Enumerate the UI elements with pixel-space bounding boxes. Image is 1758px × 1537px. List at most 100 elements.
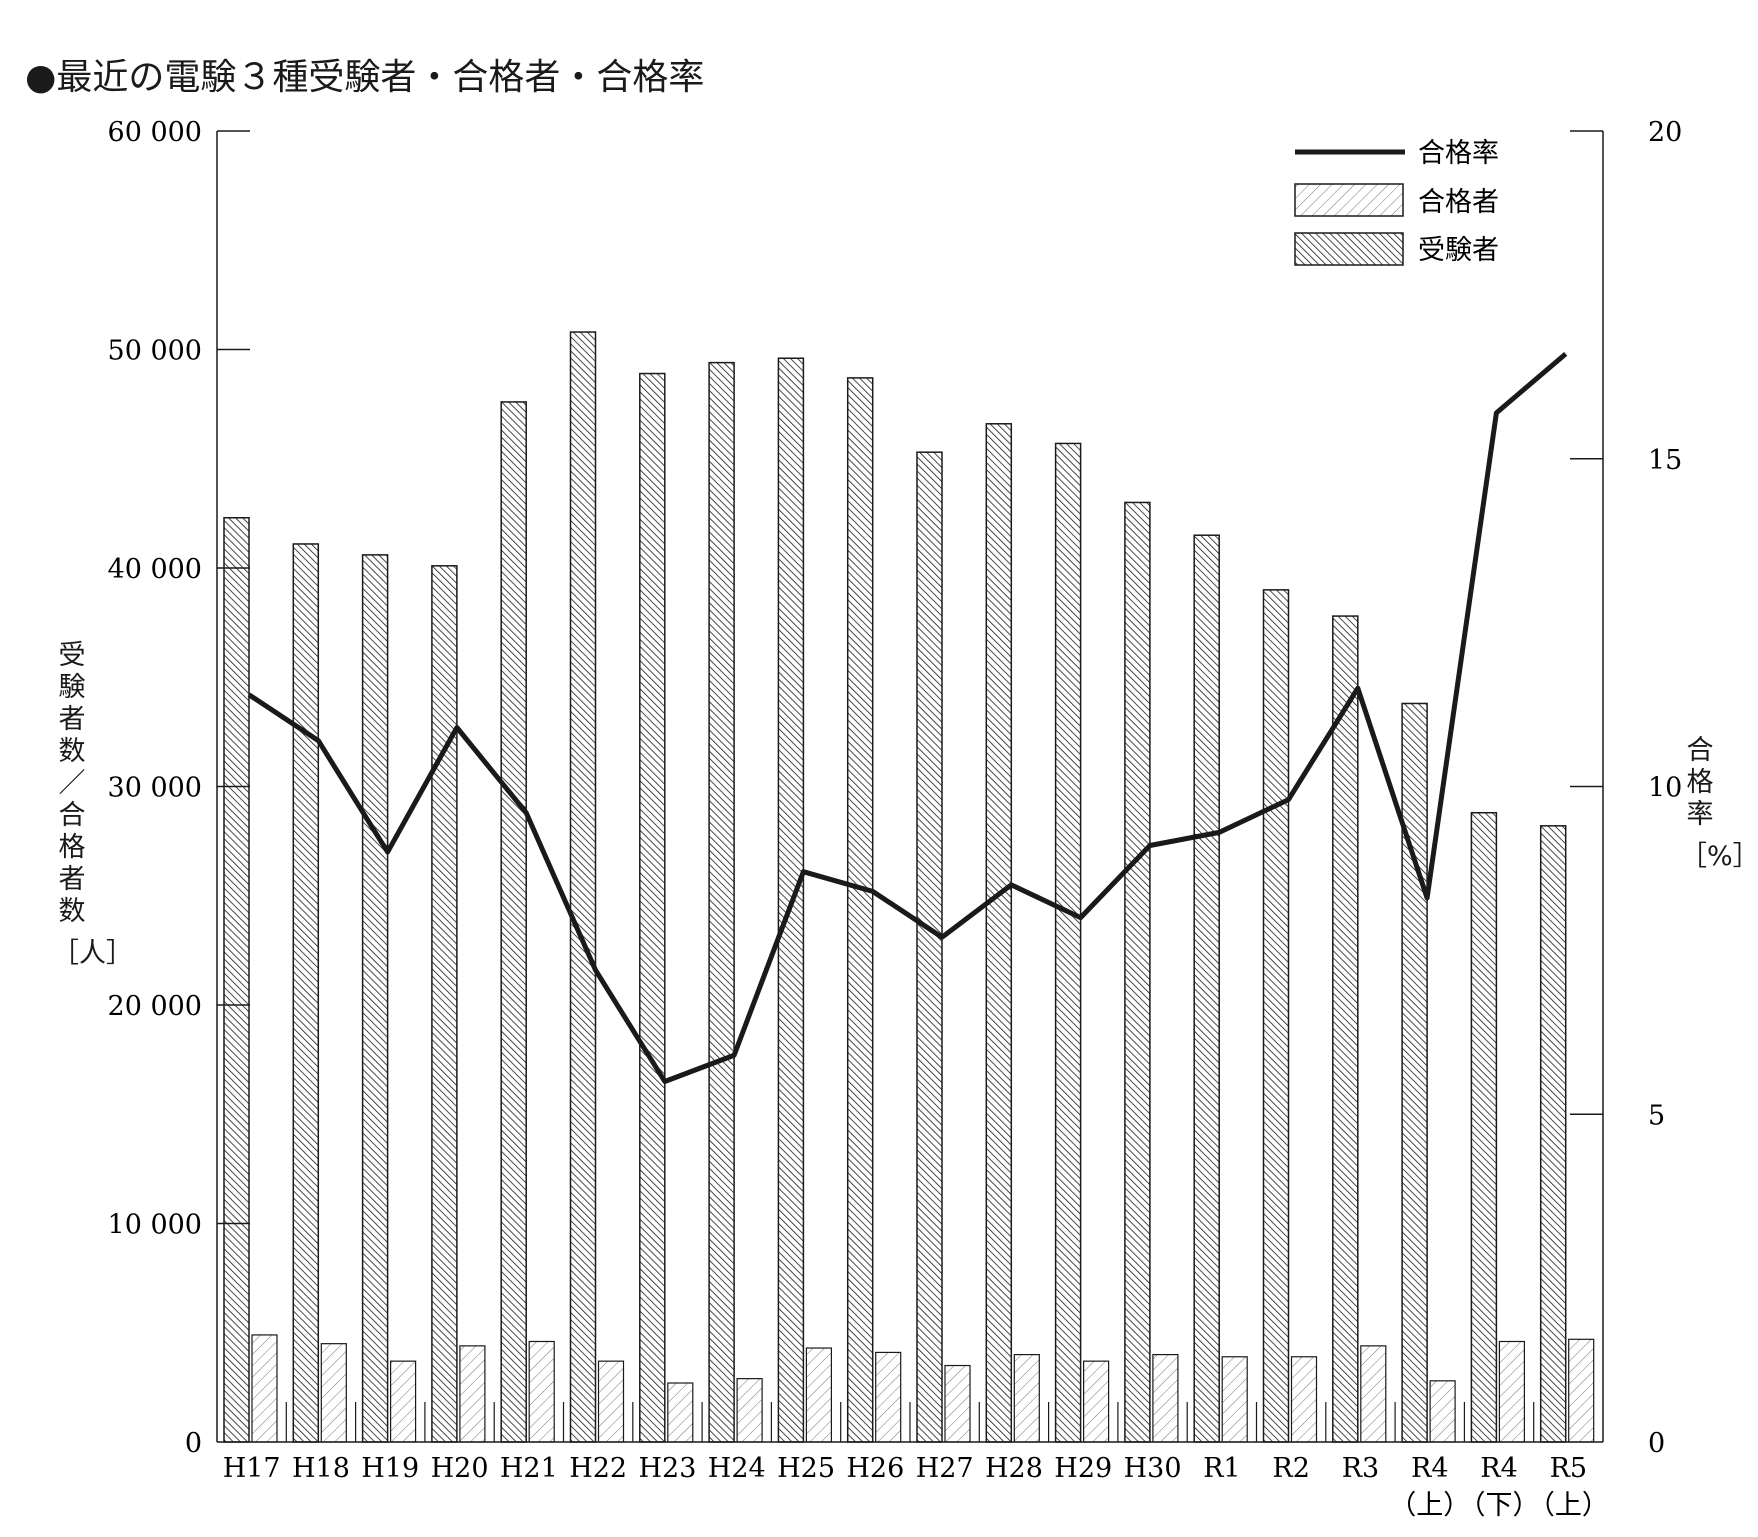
x-tick-label: H22 (569, 1453, 627, 1484)
legend-examinees-swatch (1294, 232, 1404, 266)
passers-bar (459, 1345, 486, 1443)
x-tick-label: H27 (916, 1453, 974, 1484)
passers-bar (1152, 1353, 1179, 1443)
examinees-bar (639, 372, 666, 1443)
x-tick-label: H29 (1054, 1453, 1112, 1484)
examinees-bar (292, 543, 320, 1443)
examinees-bar (916, 451, 943, 1443)
x-tick-label: H20 (431, 1453, 489, 1484)
x-tick-sublabel: （下） (1459, 1490, 1540, 1521)
left-tick-label: 0 (185, 1428, 202, 1459)
x-tick-label: H21 (500, 1453, 558, 1484)
passers-bar (1290, 1356, 1318, 1443)
bars-group (223, 331, 1595, 1443)
x-tick-label: H30 (1124, 1453, 1182, 1484)
legend-rate-label: 合格率 (1418, 138, 1499, 169)
x-tick-label: R1 (1203, 1453, 1241, 1484)
left-axis-label-char: 数 (58, 896, 86, 927)
examinees-bar (1124, 501, 1151, 1443)
x-tick-label: H24 (708, 1453, 766, 1484)
examinees-bar (1193, 534, 1220, 1443)
examinees-bar (1470, 811, 1498, 1443)
x-tick-label: H25 (777, 1453, 835, 1484)
right-tick-label: 15 (1648, 445, 1682, 476)
passers-bar (251, 1334, 278, 1443)
examinees-bar (431, 565, 458, 1443)
examinees-bar (1262, 589, 1290, 1443)
left-axis-label-char: 格 (58, 832, 86, 863)
right-axis-label-char: 合 (1686, 735, 1714, 766)
chart-title: ●最近の電験３種受験者・合格者・合格率 (25, 57, 705, 98)
left-tick-label: 20 000 (108, 991, 202, 1022)
passers-bar (736, 1378, 763, 1443)
left-axis-unit: ［人］ (52, 938, 133, 969)
examinees-bar (1054, 442, 1082, 1443)
passers-bar (1429, 1380, 1456, 1443)
passers-bar (1568, 1338, 1595, 1443)
left-axis-label-char: 数 (58, 736, 86, 767)
legend-passers-swatch (1294, 183, 1404, 217)
passers-bar (390, 1360, 417, 1443)
passers-bar (944, 1364, 971, 1443)
left-axis-label-char: 験 (58, 672, 86, 703)
passers-bar (667, 1382, 694, 1443)
x-tick-label: R2 (1272, 1453, 1310, 1484)
x-tick-label: H18 (292, 1453, 350, 1484)
examinees-bar (708, 361, 735, 1443)
left-tick-label: 10 000 (108, 1210, 202, 1241)
passers-bar (1013, 1353, 1040, 1443)
legend-examinees-label: 受験者 (1418, 235, 1499, 266)
left-tick-label: 50 000 (108, 336, 202, 367)
legend: 合格率 合格者 受験者 (1294, 138, 1499, 266)
passers-bar (1082, 1360, 1110, 1443)
left-tick-label: 60 000 (108, 117, 202, 148)
right-axis-label-char: 格 (1686, 767, 1714, 798)
left-tick-label: 30 000 (108, 773, 202, 804)
x-tick-label: R4 (1480, 1453, 1518, 1484)
examinees-bar (361, 554, 389, 1443)
passers-bar (528, 1340, 555, 1443)
examinees-bar (985, 423, 1013, 1443)
passers-bar (597, 1360, 625, 1443)
pass-rate-line (247, 351, 1568, 1084)
left-axis-label-char: ／ (58, 768, 86, 799)
right-axis-label-char: 率 (1686, 799, 1714, 830)
right-axis-unit: ［%］ (1680, 841, 1758, 872)
examinees-bar (1332, 615, 1359, 1443)
x-tick-label: R3 (1342, 1453, 1380, 1484)
right-tick-label: 10 (1648, 773, 1682, 804)
passers-bar (1360, 1345, 1387, 1443)
x-tick-label: H26 (846, 1453, 904, 1484)
examinees-bar (500, 401, 527, 1443)
passers-bar (1498, 1340, 1526, 1443)
left-tick-label: 40 000 (108, 554, 202, 585)
examinees-bar (1401, 702, 1428, 1443)
x-tick-label: H28 (985, 1453, 1043, 1484)
left-axis-label-char: 受 (58, 640, 86, 671)
examinees-bar (846, 377, 874, 1443)
right-tick-label: 0 (1648, 1428, 1665, 1459)
x-tick-label: H17 (223, 1453, 281, 1484)
examinees-bar (1539, 825, 1567, 1443)
examinees-bar (569, 331, 597, 1443)
x-tick-label: R5 (1550, 1453, 1588, 1484)
right-axis-label: 合 格 率 ［%］ (1680, 735, 1758, 873)
left-axis-label-char: 者 (58, 704, 86, 735)
x-tick-label: H23 (638, 1453, 696, 1484)
passers-bar (875, 1351, 902, 1443)
passers-bar (320, 1343, 347, 1443)
x-tick-sublabel: （上） (1528, 1490, 1609, 1521)
left-axis-label: 受 験 者 数 ／ 合 格 者 数 ［人］ (52, 640, 133, 970)
right-tick-label: 5 (1648, 1100, 1665, 1131)
examinees-bar (223, 516, 250, 1443)
legend-passers-label: 合格者 (1418, 187, 1499, 218)
passers-bar (805, 1347, 833, 1443)
x-labels-group: H17 H18 H19 H20 H21 H22 H23 H24 H25 H26 H27 H28 H29 H… (223, 1453, 1609, 1521)
left-axis-label-char: 合 (58, 800, 86, 831)
x-tick-label: H19 (361, 1453, 419, 1484)
rate-line-group (247, 351, 1568, 1084)
x-tick-sublabel: （上） (1389, 1490, 1470, 1521)
left-axis-label-char: 者 (58, 864, 86, 895)
right-tick-label: 20 (1648, 117, 1682, 148)
